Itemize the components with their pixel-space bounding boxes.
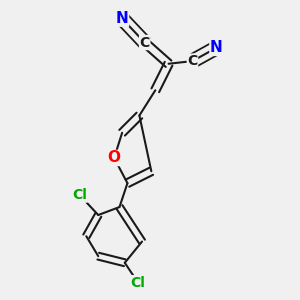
Text: C: C [187,54,198,68]
Text: C: C [140,35,150,50]
Text: O: O [108,151,121,166]
Text: N: N [116,11,128,26]
Text: Cl: Cl [130,276,146,290]
Text: N: N [210,40,223,55]
Text: Cl: Cl [72,188,87,202]
